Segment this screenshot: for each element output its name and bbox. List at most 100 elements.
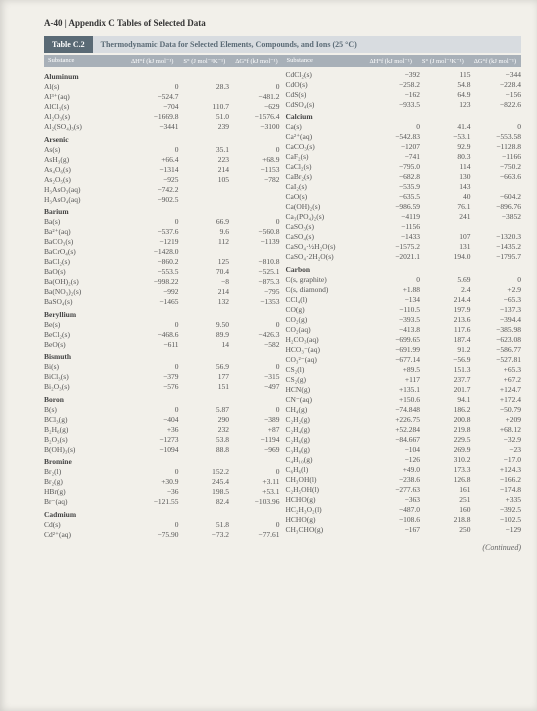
substance-cell: BeO(s) <box>44 339 128 349</box>
value-cell: 200.8 <box>420 414 470 424</box>
page-header: A-40 | Appendix C Tables of Selected Dat… <box>44 18 521 28</box>
value-cell: 151.3 <box>420 364 470 374</box>
value-cell <box>471 182 522 192</box>
value-cell: −413.8 <box>370 324 420 334</box>
table-row: H₃AsO₄(aq)−902.5 <box>44 194 280 204</box>
table-row: CdO(s)−258.254.8−228.4 <box>286 79 522 89</box>
value-cell: +87 <box>229 424 280 434</box>
substance-cell: As₂O₅(s) <box>44 174 128 184</box>
table-row: Bromine <box>44 454 280 467</box>
value-cell: 0 <box>229 217 280 227</box>
value-cell: 126.8 <box>420 474 470 484</box>
value-cell: 0 <box>128 404 178 414</box>
table-row: Ba(OH)₂(s)−998.22−8−875.3 <box>44 277 280 287</box>
value-cell: −1153 <box>229 164 280 174</box>
substance-cell: HCO₃⁻(aq) <box>286 344 370 354</box>
value-cell: −315 <box>229 372 280 382</box>
value-cell <box>471 222 522 232</box>
substance-cell: As(s) <box>44 144 128 154</box>
value-cell: 115 <box>420 69 470 79</box>
value-cell: −385.98 <box>471 324 522 334</box>
substance-cell: H₂CO₃(aq) <box>286 334 370 344</box>
section-heading: Carbon <box>286 262 522 275</box>
table-row: Cadmium <box>44 507 280 520</box>
table-row: C₂H₄(g)+52.284219.8+68.12 <box>286 424 522 434</box>
value-cell: −542.83 <box>370 132 420 142</box>
value-cell: −1314 <box>128 164 178 174</box>
substance-cell: CN⁻(aq) <box>286 394 370 404</box>
value-cell: −228.4 <box>471 79 522 89</box>
value-cell: −110.5 <box>370 304 420 314</box>
table-row: As(s)035.10 <box>44 144 280 154</box>
table-row: Al₂O₃(s)−1669.851.0−1576.4 <box>44 112 280 122</box>
table-row: Carbon <box>286 262 522 275</box>
value-cell: 214 <box>179 164 229 174</box>
value-cell: 0 <box>229 467 280 477</box>
value-cell: 89.9 <box>179 329 229 339</box>
col-deltaG-2: ΔG°f (kJ mol⁻¹) <box>469 57 521 65</box>
value-cell: 0 <box>229 144 280 154</box>
value-cell <box>229 194 280 204</box>
substance-cell: BeCl₂(s) <box>44 329 128 339</box>
value-cell: 186.2 <box>420 404 470 414</box>
substance-cell: BaCl₂(s) <box>44 257 128 267</box>
value-cell: +124.3 <box>471 464 522 474</box>
value-cell: −1465 <box>128 297 178 307</box>
value-cell: −174.8 <box>471 484 522 494</box>
value-cell: 0 <box>128 519 178 529</box>
col-deltaH-1: ΔH°f (kJ mol⁻¹) <box>126 57 178 65</box>
value-cell: 229.5 <box>420 434 470 444</box>
value-cell: +36 <box>128 424 178 434</box>
value-cell: −53.1 <box>420 132 470 142</box>
substance-cell: H₃AsO₃(aq) <box>44 184 128 194</box>
value-cell: −4119 <box>370 212 420 222</box>
value-cell: 0 <box>229 319 280 329</box>
table-row: CO₃²⁻(aq)−677.14−56.9−527.81 <box>286 354 522 364</box>
value-cell: 125 <box>179 257 229 267</box>
substance-cell: CdS(s) <box>286 89 370 99</box>
value-cell: 152.2 <box>179 467 229 477</box>
value-cell: −1094 <box>128 444 178 454</box>
table-row: CH₄(g)−74.848186.2−50.79 <box>286 404 522 414</box>
value-cell: 114 <box>420 162 470 172</box>
substance-cell: BaO(s) <box>44 267 128 277</box>
substance-cell: C₆H₆(l) <box>286 464 370 474</box>
section-heading: Bromine <box>44 454 280 467</box>
value-cell: 9.50 <box>179 319 229 329</box>
table-row: Bi₂O₃(s)−576151−497 <box>44 382 280 392</box>
table-row: C₂H₂(g)+226.75200.8+209 <box>286 414 522 424</box>
value-cell: −986.59 <box>370 202 420 212</box>
table-row: CH₃OH(l)−238.6126.8−166.2 <box>286 474 522 484</box>
value-cell: −77.61 <box>229 529 280 539</box>
table-row: CaF₂(s)−74180.3−1166 <box>286 152 522 162</box>
value-cell: 5.87 <box>179 404 229 414</box>
value-cell: −1219 <box>128 237 178 247</box>
value-cell: −108.6 <box>370 514 420 524</box>
value-cell: +49.0 <box>370 464 420 474</box>
value-cell: −238.6 <box>370 474 420 484</box>
value-cell: −65.3 <box>471 294 522 304</box>
left-column: AluminumAl(s)028.30Al³⁺(aq)−524.7−481.2A… <box>44 69 280 539</box>
substance-cell: CaCl₂(s) <box>286 162 370 172</box>
section-heading: Bismuth <box>44 349 280 362</box>
table-row: Aluminum <box>44 69 280 82</box>
value-cell: 214 <box>179 287 229 297</box>
substance-cell: CaO(s) <box>286 192 370 202</box>
value-cell: 223 <box>179 154 229 164</box>
substance-cell: HCHO(g) <box>286 514 370 524</box>
table-row: Calcium <box>286 109 522 122</box>
value-cell: −635.5 <box>370 192 420 202</box>
substance-cell: Br⁻(aq) <box>44 497 128 507</box>
value-cell: 76.1 <box>420 202 470 212</box>
value-cell: −629 <box>229 102 280 112</box>
value-cell: −3100 <box>229 122 280 132</box>
value-cell: −277.63 <box>370 484 420 494</box>
value-cell: −795.0 <box>370 162 420 172</box>
substance-cell: CaSO₃(s) <box>286 222 370 232</box>
value-cell: 290 <box>179 414 229 424</box>
value-cell: 250 <box>420 524 470 534</box>
value-cell: −497 <box>229 382 280 392</box>
page: A-40 | Appendix C Tables of Selected Dat… <box>0 0 537 711</box>
substance-cell: B₂O₃(s) <box>44 434 128 444</box>
table-row: Ba(s)066.90 <box>44 217 280 227</box>
